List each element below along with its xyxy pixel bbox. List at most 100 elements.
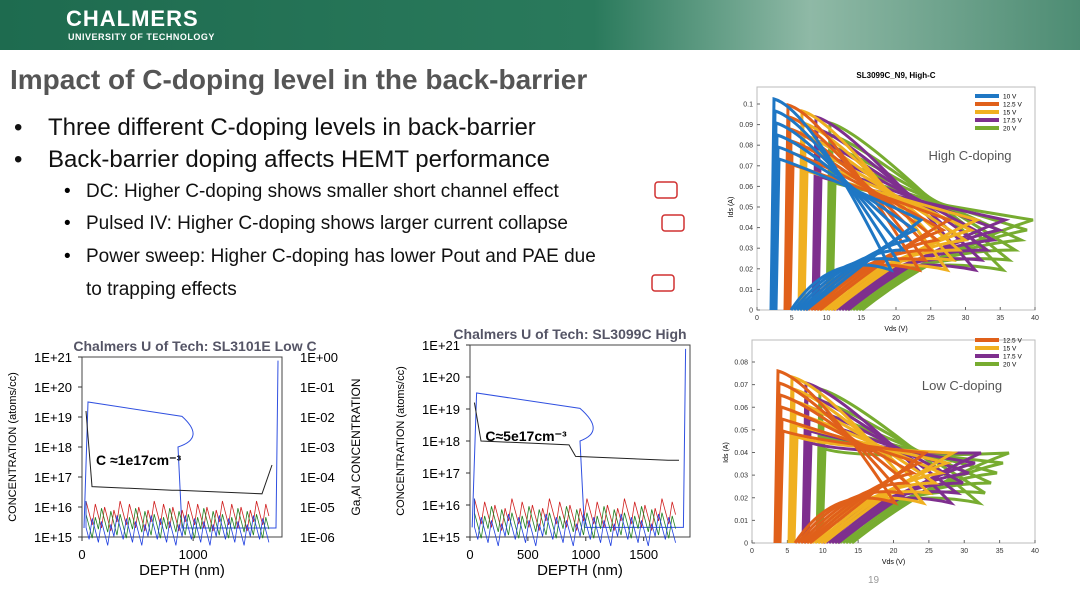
legend-label: 10 V xyxy=(1003,94,1017,101)
y-tick-label: 0.08 xyxy=(739,143,753,150)
legend-label: 17.5 V xyxy=(1003,354,1022,361)
legend-swatch xyxy=(975,102,999,106)
y-tick-label: 0.03 xyxy=(734,473,748,480)
noise-profile xyxy=(474,498,676,547)
annotation: C≈5e17cm⁻³ xyxy=(485,428,567,444)
x-tick-label: 40 xyxy=(1031,548,1039,555)
bullet: Three different C-doping levels in back-… xyxy=(48,114,536,141)
y-axis-label: Ids (A) xyxy=(723,442,730,463)
legend-swatch xyxy=(975,362,999,366)
y-tick-label: 1E+19 xyxy=(34,410,72,425)
y-tick-label: 1E+18 xyxy=(34,440,72,455)
al-profile xyxy=(471,348,687,528)
y2-tick-label: 1E-01 xyxy=(300,380,335,395)
iv-curve xyxy=(776,405,918,545)
y-tick-label: 1E+15 xyxy=(422,530,460,545)
legend-swatch xyxy=(975,354,999,358)
x-tick-label: 10 xyxy=(819,548,827,555)
thumb-icons xyxy=(651,181,685,292)
iv-curve xyxy=(774,156,924,312)
y-tick-label: 0.05 xyxy=(739,205,753,212)
sub-bullet: Pulsed IV: Higher C-doping shows larger … xyxy=(86,213,568,234)
noise-profile xyxy=(474,498,676,539)
x-tick-label: 1000 xyxy=(179,547,208,562)
x-tick-label: 20 xyxy=(892,315,900,322)
slide-title: Impact of C-doping level in the back-bar… xyxy=(10,64,588,95)
y-tick-label: 0.09 xyxy=(739,122,753,129)
x-tick-label: 15 xyxy=(854,548,862,555)
noise-profile xyxy=(85,501,270,546)
y2-tick-label: 1E-05 xyxy=(300,500,335,515)
x-tick-label: 20 xyxy=(890,548,898,555)
al-profile xyxy=(83,360,279,529)
noise-profile xyxy=(85,501,270,539)
y2-tick-label: 1E-03 xyxy=(300,440,335,455)
chart-title: SL3099C_N9, High-C xyxy=(856,71,935,80)
iv-curve xyxy=(771,121,907,312)
y-axis-label: CONCENTRATION (atoms/cc) xyxy=(7,372,19,522)
y-tick-label: 0 xyxy=(744,541,748,548)
iv-curve xyxy=(770,109,901,311)
y-tick-label: 0 xyxy=(749,308,753,315)
x-axis-label: DEPTH (nm) xyxy=(139,562,225,579)
y-tick-label: 0.06 xyxy=(734,405,748,412)
legend-label: 20 V xyxy=(1003,362,1017,369)
x-tick-label: 10 xyxy=(823,315,831,322)
x-tick-label: 1000 xyxy=(571,547,600,562)
legend-label: 20 V xyxy=(1003,126,1017,133)
y2-tick-label: 1E-02 xyxy=(300,410,335,425)
y-tick-label: 1E+16 xyxy=(34,500,72,515)
y-tick-label: 1E+17 xyxy=(34,470,72,485)
brand: CHALMERS xyxy=(66,6,199,31)
x-tick-label: 30 xyxy=(960,548,968,555)
header-band xyxy=(0,0,1080,50)
x-tick-label: 15 xyxy=(857,315,865,322)
page-number: 19 xyxy=(868,575,880,586)
y-tick-label: 0.04 xyxy=(739,225,753,232)
x-tick-label: 0 xyxy=(750,548,754,555)
y-tick-label: 0.1 xyxy=(743,102,753,109)
y-tick-label: 0.03 xyxy=(739,246,753,253)
iv-curve xyxy=(775,393,912,545)
annotation: C ≈1e17cm⁻³ xyxy=(96,452,181,468)
chart-title: Chalmers U of Tech: SL3101E Low C xyxy=(73,338,316,354)
y-tick-label: 0.07 xyxy=(734,382,748,389)
y-axis-label: Ids (A) xyxy=(728,197,735,218)
legend-swatch xyxy=(975,110,999,114)
x-tick-label: 35 xyxy=(996,315,1004,322)
chart-title: Chalmers U of Tech: SL3099C High xyxy=(453,326,686,342)
legend-label: 15 V xyxy=(1003,346,1017,353)
iv-curve xyxy=(786,139,941,312)
y-tick-label: 1E+20 xyxy=(34,380,72,395)
y-tick-label: 1E+15 xyxy=(34,530,72,545)
legend-swatch xyxy=(975,94,999,98)
y-tick-label: 1E+21 xyxy=(34,350,72,365)
x-tick-label: 0 xyxy=(78,547,85,562)
y2-axis-label: Ga,Al CONCENTRATION xyxy=(349,378,363,515)
iv-curve xyxy=(806,440,982,545)
y-tick-label: 1E+18 xyxy=(422,434,460,449)
y-tick-label: 1E+20 xyxy=(422,370,460,385)
iv-curve xyxy=(773,144,919,312)
x-tick-label: 25 xyxy=(927,315,935,322)
x-tick-label: 0 xyxy=(466,547,473,562)
legend-label: 15 V xyxy=(1003,110,1017,117)
iv-curve xyxy=(787,150,947,312)
legend-swatch xyxy=(975,126,999,130)
plot-frame xyxy=(81,356,283,538)
sub-bullet: Power sweep: Higher C-doping has lower P… xyxy=(86,246,596,267)
y-tick-label: 0.02 xyxy=(734,495,748,502)
y2-tick-label: 1E+00 xyxy=(300,350,338,365)
legend-swatch xyxy=(975,338,999,342)
x-tick-label: 1500 xyxy=(629,547,658,562)
y-axis-label: CONCENTRATION (atoms/cc) xyxy=(395,366,407,516)
x-axis-label: DEPTH (nm) xyxy=(537,562,623,579)
c-profile xyxy=(85,410,273,495)
iv-curve xyxy=(778,428,929,545)
y-tick-label: 0.07 xyxy=(739,163,753,170)
x-axis-label: Vds (V) xyxy=(882,559,905,566)
sub-bullet: to trapping effects xyxy=(86,279,237,300)
iv-curve xyxy=(792,434,959,545)
